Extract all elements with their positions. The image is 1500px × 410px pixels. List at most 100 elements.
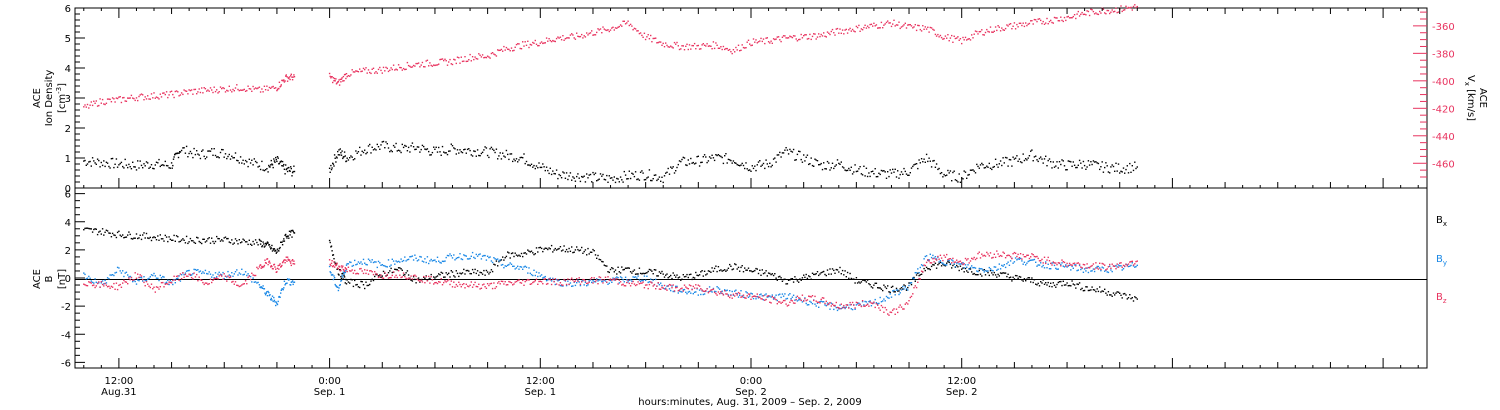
by-point [578, 281, 580, 283]
bz-point [946, 253, 948, 256]
by-point [518, 268, 520, 270]
bz-point [853, 304, 855, 306]
density-point [412, 146, 415, 148]
bx-point [999, 272, 1002, 274]
bx-point [1053, 284, 1056, 287]
by-point [1101, 266, 1103, 268]
bx-point [283, 238, 285, 240]
by-point [174, 282, 176, 284]
vx-point [100, 102, 102, 104]
density-point [1043, 158, 1046, 160]
bz-point [736, 294, 738, 296]
vx-point [178, 95, 180, 97]
bx-point [1131, 297, 1133, 299]
by-point [555, 278, 558, 281]
density-point [209, 150, 212, 152]
bz-point [1001, 255, 1003, 257]
vx-point [420, 64, 422, 66]
vx-point [438, 63, 440, 65]
by-point [724, 289, 726, 291]
by-point [693, 291, 696, 293]
vx-point [667, 46, 669, 48]
bz-point [1008, 254, 1011, 257]
bx-point [740, 266, 742, 269]
density-point [90, 165, 92, 167]
by-point [93, 282, 95, 284]
vx-point [188, 89, 190, 91]
density-point [188, 152, 190, 155]
density-point [940, 172, 943, 174]
vx-point [761, 40, 763, 43]
bx-point [641, 273, 643, 275]
bz-point [860, 305, 863, 308]
bz-point [764, 299, 766, 301]
by-point [934, 256, 937, 258]
vx-point [804, 34, 806, 36]
bx-point [384, 272, 386, 274]
by-point [1032, 259, 1034, 261]
density-point [259, 168, 262, 171]
bz-point [834, 304, 836, 307]
bx-point [281, 244, 284, 246]
bx-point [977, 274, 979, 276]
density-point [233, 157, 235, 159]
density-point [509, 153, 511, 155]
vx-point [417, 62, 420, 64]
bx-point [608, 271, 610, 274]
by-point [765, 293, 767, 295]
by-point [703, 293, 706, 295]
vx-point [792, 35, 795, 37]
vx-point [787, 37, 790, 39]
bz-point [228, 276, 230, 279]
bx-point [473, 271, 475, 274]
bx-point [113, 234, 115, 236]
vx-point [113, 98, 115, 100]
bz-point [880, 304, 883, 307]
bx-point [725, 270, 727, 272]
by-point [513, 265, 515, 267]
density-point [1040, 156, 1042, 158]
by-point [658, 284, 661, 286]
bx-point [1042, 279, 1044, 281]
density-point [538, 162, 540, 164]
bz-point [949, 258, 952, 260]
bx-point [651, 270, 653, 272]
bz-point [893, 308, 895, 310]
density-tick-label: 4 [65, 64, 71, 75]
density-point [927, 160, 929, 163]
density-point [503, 155, 505, 157]
bz-point [935, 259, 938, 261]
bx-point [95, 228, 97, 230]
by-point [168, 283, 170, 286]
vx-point [502, 50, 504, 52]
density-point [1114, 170, 1116, 172]
bx-point [122, 234, 124, 236]
density-point [627, 178, 629, 180]
vx-point [912, 27, 914, 29]
bx-point [992, 274, 994, 276]
vx-tick-label: -380 [1432, 49, 1455, 60]
vx-point [267, 89, 269, 91]
vx-point [889, 22, 891, 24]
bz-point [165, 283, 168, 285]
density-point [207, 150, 209, 152]
vx-point [212, 91, 214, 94]
vx-point [135, 97, 138, 99]
bx-point [454, 276, 456, 278]
vx-point [211, 89, 213, 91]
by-point [143, 276, 145, 278]
vx-point [1099, 10, 1101, 13]
bz-point [687, 288, 689, 290]
bz-point [718, 293, 721, 295]
bz-point [1122, 264, 1125, 267]
by-point [236, 269, 238, 271]
bx-point [451, 271, 454, 273]
bx-point [952, 264, 954, 267]
by-point [929, 253, 931, 255]
density-point [653, 174, 656, 176]
bx-point [622, 269, 624, 271]
density-point [236, 159, 238, 162]
density-point [721, 156, 723, 159]
density-point [1011, 165, 1013, 167]
bx-point [124, 236, 126, 238]
